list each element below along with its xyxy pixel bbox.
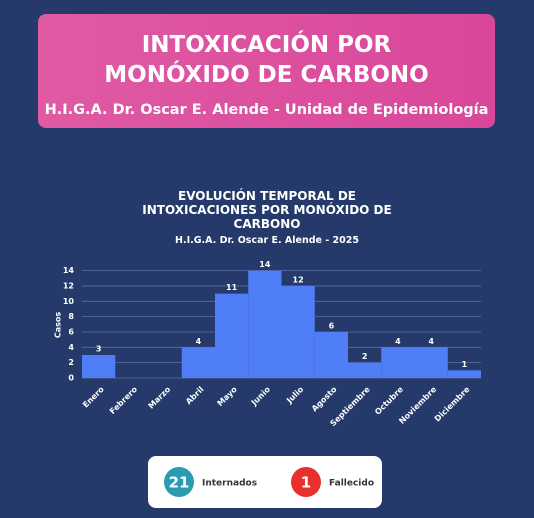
- y-tick-label: 2: [68, 358, 74, 367]
- y-tick-label: 8: [68, 312, 74, 321]
- bar: [414, 347, 448, 378]
- x-tick-label: Mayo: [216, 384, 240, 408]
- y-axis-label: Casos: [54, 312, 63, 339]
- data-label: 11: [226, 283, 238, 292]
- y-tick-label: 6: [68, 327, 74, 336]
- x-tick-label: Abril: [184, 385, 206, 407]
- bar: [82, 354, 116, 378]
- data-label: 6: [329, 321, 335, 330]
- header-subtitle: H.I.G.A. Dr. Oscar E. Alende - Unidad de…: [44, 102, 489, 118]
- data-label: 4: [196, 337, 202, 346]
- x-tick-label: Octubre: [373, 384, 405, 416]
- summary-badge: [164, 467, 194, 497]
- y-tick-label: 0: [68, 374, 74, 383]
- data-label: 4: [395, 337, 401, 346]
- bar: [381, 347, 415, 378]
- summary-label: Internados: [202, 479, 257, 489]
- y-tick-label: 14: [63, 266, 75, 275]
- x-tick-label: Julio: [284, 384, 305, 405]
- data-label: 12: [293, 275, 304, 284]
- data-label: 1: [462, 360, 468, 369]
- y-tick-label: 4: [68, 343, 74, 352]
- chart-subtitle: H.I.G.A. Dr. Oscar E. Alende - 2025: [175, 235, 359, 246]
- x-tick-label: Enero: [81, 384, 106, 409]
- summary-value: 21: [169, 474, 190, 492]
- bar: [215, 293, 249, 378]
- bar: [281, 285, 315, 378]
- bar: [314, 331, 348, 378]
- y-tick-label: 12: [63, 281, 74, 290]
- x-tick-label: Marzo: [147, 384, 173, 410]
- header-title: MONÓXIDO DE CARBONO: [104, 62, 429, 88]
- x-tick-label: Junio: [249, 384, 272, 407]
- chart-title: EVOLUCIÓN TEMPORAL DE: [178, 189, 356, 203]
- summary-value: 1: [301, 474, 311, 492]
- header-banner: INTOXICACIÓN POR MONÓXIDO DE CARBONO H.I…: [38, 14, 495, 128]
- bar: [248, 270, 282, 378]
- chart-title: INTOXICACIONES POR MONÓXIDO DE: [142, 203, 392, 217]
- data-label: 4: [428, 337, 434, 346]
- summary-badge: [291, 467, 321, 497]
- x-tick-label: Agosto: [310, 384, 339, 413]
- header-title: INTOXICACIÓN POR: [141, 32, 392, 58]
- data-label: 2: [362, 352, 368, 361]
- bar: [348, 362, 382, 378]
- y-tick-label: 10: [63, 297, 75, 306]
- summary-label: Fallecido: [329, 479, 374, 489]
- summary-box: [148, 456, 382, 508]
- bar: [181, 347, 215, 378]
- x-tick-label: Diciembre: [433, 384, 472, 423]
- bar: [447, 370, 481, 378]
- data-label: 14: [259, 260, 271, 269]
- chart-title: CARBONO: [233, 217, 301, 231]
- data-label: 3: [96, 344, 102, 353]
- x-tick-label: Febrero: [108, 384, 140, 416]
- chart-title-block: EVOLUCIÓN TEMPORAL DE INTOXICACIONES POR…: [0, 189, 534, 248]
